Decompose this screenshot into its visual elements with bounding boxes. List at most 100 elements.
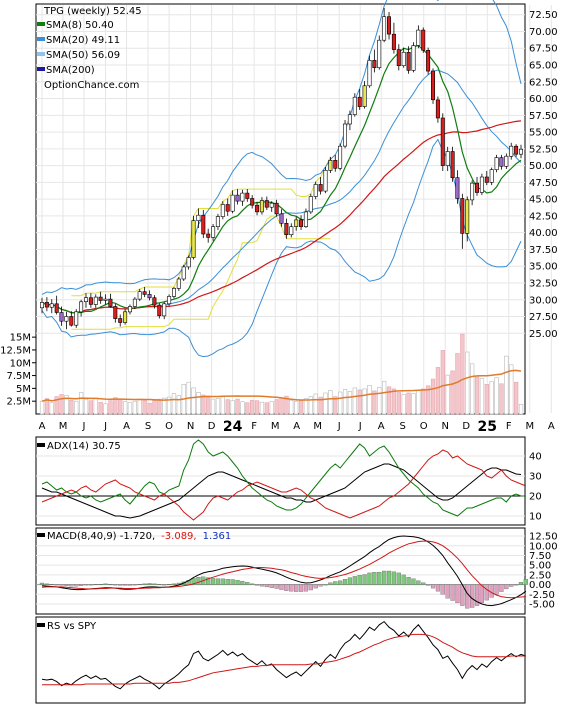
- candle-body: [455, 177, 460, 199]
- macd-histogram-bar: [382, 570, 387, 585]
- macd-histogram-bar: [455, 584, 460, 604]
- volume-tick-label: 15M: [10, 333, 31, 344]
- macd-tick-label: 12.50: [529, 532, 558, 543]
- volume-bar: [230, 400, 235, 415]
- macd-histogram-bar: [450, 584, 455, 601]
- candle-body: [401, 51, 406, 66]
- volume-bar: [494, 377, 499, 415]
- candle-body: [479, 176, 484, 193]
- volume-bar: [225, 399, 230, 415]
- volume-bar: [313, 393, 318, 415]
- candle-body: [142, 291, 147, 295]
- macd-histogram-bar: [357, 575, 362, 585]
- macd-histogram-bar: [470, 584, 475, 608]
- candle-body: [411, 45, 416, 71]
- time-axis-label: A: [293, 421, 300, 432]
- rs-panel: RS vs SPY: [35, 616, 527, 704]
- macd-histogram-bar: [294, 584, 299, 592]
- volume-bar: [240, 401, 245, 415]
- volume-bar: [142, 399, 147, 415]
- candle-body: [59, 312, 64, 322]
- macd-histogram-bar: [445, 584, 450, 599]
- sma8-line: [41, 44, 522, 314]
- volume-bar: [152, 400, 157, 415]
- macd-histogram-bar: [518, 582, 524, 585]
- macd-histogram-bar: [514, 584, 519, 586]
- macd-histogram-bar: [162, 584, 167, 586]
- candle-body: [152, 297, 157, 306]
- macd-histogram-bar: [494, 584, 499, 595]
- macd-histogram-bar: [504, 584, 509, 590]
- macd-histogram-bar: [386, 570, 392, 585]
- macd-histogram-bar: [430, 584, 436, 589]
- macd-histogram-bar: [83, 584, 89, 586]
- volume-bar: [513, 381, 519, 415]
- macd-histogram-bar: [220, 578, 225, 585]
- volume-bar: [347, 391, 353, 415]
- macd-histogram-bar: [323, 584, 328, 586]
- volume-bar: [499, 383, 504, 415]
- candle-body: [220, 204, 225, 217]
- macd-tick-label: 5.00: [529, 561, 551, 572]
- candle-body: [450, 151, 455, 179]
- macd-histogram-bar: [64, 584, 69, 586]
- volume-bar: [450, 370, 455, 415]
- candle-body: [303, 211, 308, 227]
- candle-body: [235, 194, 240, 202]
- candle-body: [518, 148, 523, 155]
- volume-tick-label: 12.5M: [0, 345, 31, 356]
- price-tick-label: 37.50: [529, 245, 558, 256]
- volume-bar: [69, 399, 74, 415]
- time-axis-label: M: [59, 421, 68, 432]
- macd-histogram-bar: [328, 582, 333, 585]
- volume-bar: [342, 389, 348, 415]
- candle-body: [264, 200, 269, 208]
- volume-bar: [465, 351, 470, 415]
- volume-bar: [411, 393, 416, 415]
- upper-band-line: [41, 0, 522, 295]
- candle-body: [470, 182, 475, 201]
- candle-body: [157, 304, 162, 317]
- macd-histogram-bar: [103, 583, 108, 585]
- price-tick-label: 45.00: [529, 195, 558, 206]
- volume-bar: [264, 402, 270, 415]
- adx-tick-label: 30: [529, 472, 542, 483]
- macd-histogram-bar: [59, 584, 64, 586]
- volume-bar: [298, 400, 304, 415]
- candle-body: [338, 145, 343, 169]
- macd-histogram-bar: [372, 572, 377, 585]
- macd-histogram-bar: [44, 583, 49, 585]
- macd-histogram-bar: [74, 584, 79, 587]
- candle-body: [88, 297, 93, 305]
- legend: TPG (weekly) 52.45 SMA(8) 50.40 SMA(20) …: [37, 6, 142, 91]
- candle-body: [206, 233, 211, 238]
- macd-tick-label: 10.00: [529, 541, 558, 552]
- volume-bar: [484, 383, 490, 415]
- macd-histogram-bar: [78, 584, 84, 586]
- candle-body: [430, 70, 435, 101]
- macd-histogram-bar: [54, 584, 59, 586]
- macd-histogram-bar: [391, 571, 397, 585]
- candle-body: [49, 303, 54, 308]
- candle-body: [440, 117, 445, 166]
- volume-bar: [509, 364, 514, 415]
- candle-body: [118, 318, 123, 323]
- volume-bar: [328, 390, 333, 415]
- rs-series-line: [42, 633, 526, 686]
- time-axis-label: J: [82, 421, 86, 432]
- volume-tick-label: 7.5M: [6, 371, 31, 382]
- time-axis-label: J: [337, 421, 341, 432]
- rs-panel-frame: [35, 616, 526, 704]
- volume-bar: [391, 388, 397, 415]
- candle-body: [504, 155, 509, 167]
- candle-body: [298, 219, 303, 227]
- adx-tick-label: 10: [529, 512, 542, 523]
- volume-bar: [132, 400, 138, 415]
- volume-bar: [357, 389, 362, 415]
- volume-bar: [435, 367, 441, 415]
- macd-histogram-bar: [289, 584, 294, 592]
- candle-body: [113, 306, 118, 319]
- macd-histogram-bar: [69, 584, 74, 587]
